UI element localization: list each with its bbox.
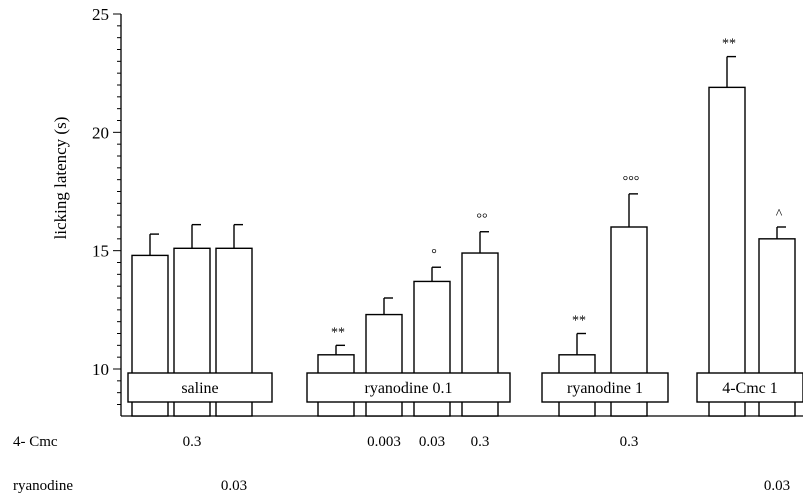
group-label-box <box>306 372 511 403</box>
significance-label: °°° <box>623 174 640 189</box>
y-tick-label: 25 <box>92 5 109 24</box>
significance-label: ** <box>572 314 586 329</box>
group-label-box <box>127 372 273 403</box>
bar <box>708 86 746 417</box>
dose-value: 0.03 <box>221 478 247 494</box>
significance-label: ° <box>431 247 437 262</box>
dose-value: 0.03 <box>764 478 790 494</box>
dose-value: 0.3 <box>471 434 490 450</box>
group-label: ryanodine 0.1 <box>365 380 453 397</box>
y-tick-label: 20 <box>92 123 109 142</box>
group-label: 4-Cmc 1 <box>722 380 778 397</box>
group-label: saline <box>181 380 218 397</box>
significance-label: ** <box>331 325 345 340</box>
row-label: 4- Cmc <box>13 434 58 450</box>
group-label-box <box>541 372 669 403</box>
dose-value: 0.03 <box>419 434 445 450</box>
dose-value: 0.003 <box>367 434 401 450</box>
significance-label: °° <box>476 212 487 227</box>
dose-rows: 4- Cmc 0.3 0.003 0.03 0.3 0.3 ryanodine 0.03 0.0… <box>13 434 790 494</box>
group-label: ryanodine 1 <box>567 380 643 397</box>
y-tick-label: 10 <box>92 360 109 379</box>
bars: **°°°**°°°**^ <box>131 37 796 417</box>
dose-value: 0.3 <box>183 434 202 450</box>
row-label: ryanodine <box>13 478 73 494</box>
group-labels: saline ryanodine 0.1 ryanodine 1 4-Cmc 1 <box>127 372 803 403</box>
dose-value: 0.3 <box>620 434 639 450</box>
y-axis-label: licking latency (s) <box>51 117 70 240</box>
significance-label: ** <box>722 37 736 52</box>
significance-label: ^ <box>776 207 783 222</box>
y-tick-label: 15 <box>92 242 109 261</box>
group-label-box <box>696 372 803 403</box>
